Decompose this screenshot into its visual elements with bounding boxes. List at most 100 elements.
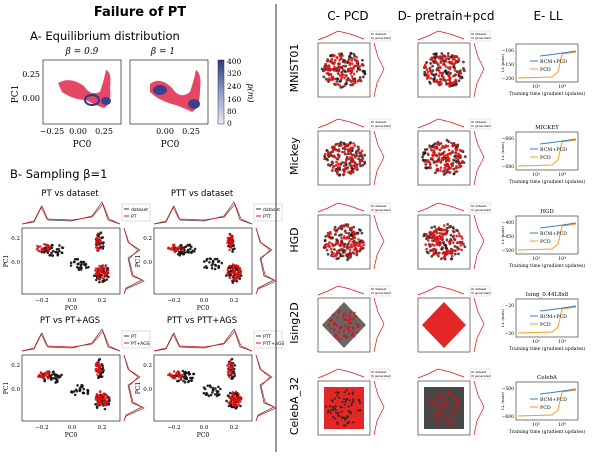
legend-label-1: BCM+PCD <box>540 231 567 237</box>
legend-label-1: dataset <box>375 370 387 374</box>
legend-label-2: generated <box>475 374 491 378</box>
xlabel: PC0 <box>65 432 78 439</box>
right-marginal <box>473 380 485 436</box>
panel-b-heading: B- Sampling β=1 <box>10 167 107 181</box>
ll-frame <box>515 215 579 255</box>
ll-title: CelebA <box>537 375 558 381</box>
ll-ytick: −200 <box>502 76 514 82</box>
ll-ytick: −500 <box>502 248 514 254</box>
xtick: 0.2 <box>230 298 239 304</box>
xtick: 0.2 <box>230 425 239 431</box>
panel-a-xtick-3: 0.25 <box>95 127 113 136</box>
legend-label-2: PCD <box>540 155 551 161</box>
legend-label-1: dataset <box>475 204 487 208</box>
ll-title: Ising_0.44L8x8 <box>526 292 569 298</box>
row-label: CelebA_32 <box>288 377 301 435</box>
point-cloud <box>202 384 222 398</box>
legend-label-1: dataset <box>475 370 487 374</box>
ll-plot: CelebA BCM+PCD PCD −500 −600 LL (nats) 10³ 10⁴T… <box>500 375 585 435</box>
point-cloud <box>323 224 365 259</box>
legend: BCM+PCD PCD <box>530 231 567 245</box>
ll-xlabel: Training time (gradient updates) <box>509 262 586 269</box>
point-cloud <box>94 390 111 407</box>
ytick: 0.2 <box>143 236 152 242</box>
row-mnist01: MNIST01datasetgenerateddatasetgeneratedB… <box>288 30 585 98</box>
bcm-line <box>539 388 577 395</box>
diamond-cloud <box>422 302 466 348</box>
point-cloud <box>69 257 90 272</box>
ll-ytick: −450 <box>502 234 514 240</box>
ll-ytick: −150 <box>502 62 514 68</box>
ytick: 0.2 <box>11 363 20 369</box>
right-marginal <box>473 297 485 353</box>
point-cloud <box>424 224 464 259</box>
ll-ylabel: LL (nats) <box>500 391 505 410</box>
scatter-frame <box>153 227 253 295</box>
ll-plot: BCM+PCD PCD −100 −150 −200 LL (nats) 10³ 10⁴Tra… <box>500 43 585 97</box>
top-marginal-gen <box>21 203 121 225</box>
xtick: −0.2 <box>35 298 48 304</box>
legend-label-1: BCM+PCD <box>540 147 567 153</box>
pcd-line <box>517 139 577 167</box>
legend-label-2: PCD <box>540 239 551 245</box>
right-marginal-gen <box>123 227 145 295</box>
right-marginal-gen <box>255 227 277 295</box>
point-cloud <box>70 384 90 397</box>
point-cloud <box>325 389 362 427</box>
col-c-heading: C- PCD <box>327 9 368 23</box>
legend-label-2: PCD <box>540 405 551 411</box>
legend-label-1: dataset <box>131 207 148 213</box>
legend-label-2: generated <box>475 208 491 212</box>
legend-label-1: dataset <box>375 120 387 124</box>
col-e-heading: E- LL <box>533 9 562 23</box>
pcd-line <box>517 389 577 417</box>
ylabel: PC1 <box>135 255 142 267</box>
ll-ytick: −680 <box>502 164 514 170</box>
top-marginal-gen <box>21 330 121 352</box>
subplot-title: PTT vs PTT+AGS <box>167 316 237 326</box>
ll-xlabel: Training time (gradient updates) <box>509 428 586 435</box>
cbar-tick-3: 240 <box>227 82 242 91</box>
xtick: 0.2 <box>98 425 107 431</box>
ll-frame <box>515 298 579 338</box>
right-grid: MNIST01datasetgenerateddatasetgeneratedB… <box>288 30 586 436</box>
top-marginal <box>317 30 365 41</box>
top-marginal <box>317 118 365 129</box>
ll-xtick: 10⁴ <box>558 339 566 345</box>
legend-label-1: PT <box>131 334 137 340</box>
ll-xtick: 10⁴ <box>558 84 566 90</box>
pcd-line <box>517 223 577 251</box>
bcm-line <box>539 50 577 57</box>
scatter-frame <box>21 227 121 295</box>
ytick: 0.0 <box>11 387 20 393</box>
ll-xlabel: Training time (gradient updates) <box>509 345 586 352</box>
panel-a-heading: A- Equilibrium distribution <box>30 29 180 43</box>
top-marginal-ref <box>153 328 253 352</box>
row-label: Mickey <box>288 137 301 175</box>
density-blob <box>58 70 111 108</box>
legend: BCM+PCD PCD <box>530 314 567 328</box>
ll-ytick: −600 <box>502 414 514 420</box>
ll-ytick: −100 <box>502 48 514 54</box>
ll-ytick: −500 <box>502 386 514 392</box>
legend-label-2: PT+AGS <box>131 341 150 347</box>
point-cloud <box>423 140 464 174</box>
subplot-title: PT vs dataset <box>41 189 99 199</box>
panel-a-ytick-2: 0.00 <box>22 94 40 103</box>
scatter-frame <box>21 354 121 422</box>
ytick: 0.2 <box>143 363 152 369</box>
ll-frame <box>515 131 579 171</box>
xtick: 0.0 <box>200 298 209 304</box>
legend-label-1: dataset <box>375 287 387 291</box>
ll-xtick: 10³ <box>532 172 540 178</box>
